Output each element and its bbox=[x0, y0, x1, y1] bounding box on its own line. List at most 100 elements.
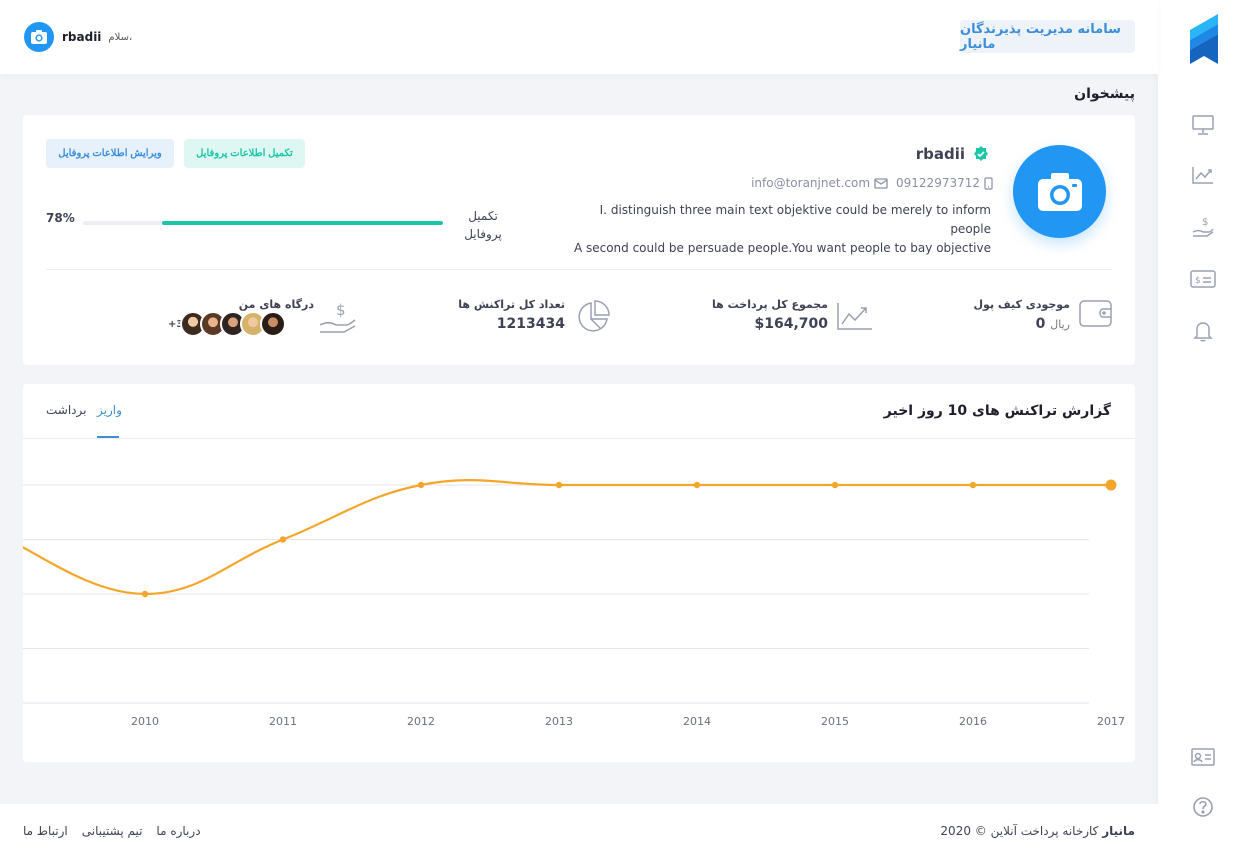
monitor-icon bbox=[1192, 115, 1214, 135]
data-point[interactable] bbox=[969, 481, 977, 489]
wallet-unit: ریال bbox=[1050, 318, 1070, 331]
bell-icon bbox=[1193, 322, 1213, 342]
user-menu[interactable]: rbadii سلام، bbox=[24, 22, 132, 52]
envelope-icon bbox=[874, 177, 888, 189]
profile-progress-bar bbox=[83, 221, 443, 225]
footer-brand: مانیار bbox=[1102, 824, 1135, 838]
stat-total-payments: مجموع کل پرداخت ها $164,700 bbox=[712, 298, 873, 338]
footer-tagline: کارخانه پرداخت آنلاین bbox=[990, 824, 1099, 838]
profile-name: rbadii bbox=[915, 145, 965, 163]
tab-active-indicator bbox=[97, 436, 119, 438]
camera-icon bbox=[31, 30, 47, 44]
gateways-more[interactable]: +3 bbox=[168, 318, 184, 330]
x-tick-label: 2012 bbox=[407, 715, 435, 728]
line-chart: 2010 2011 2012 2013 2014 2015 2016 2017 bbox=[23, 479, 1125, 728]
wallet-label: موجودی کیف پول bbox=[973, 298, 1070, 311]
footer-link-contact[interactable]: ارتباط ما bbox=[23, 824, 68, 838]
x-tick-label: 2016 bbox=[959, 715, 987, 728]
x-tick-label: 2015 bbox=[821, 715, 849, 728]
footer: 2020 © مانیار کارخانه پرداخت آنلاین دربا… bbox=[0, 804, 1158, 859]
wallet-value-row: 0 ریال bbox=[1036, 316, 1070, 332]
profile-email[interactable]: info@toranjnet.com bbox=[751, 176, 871, 190]
profile-phone[interactable]: 09122973712 bbox=[896, 176, 980, 190]
total-payments-label: مجموع کل پرداخت ها bbox=[712, 298, 828, 311]
svg-text:$: $ bbox=[1195, 276, 1201, 286]
copyright-year: 2020 bbox=[940, 824, 971, 838]
complete-profile-button[interactable]: تکمیل اطلاعات پروفایل bbox=[184, 139, 305, 168]
gateway-avatars[interactable]: +3 bbox=[168, 311, 287, 337]
profile-bio: I. distinguish three main text objektive… bbox=[563, 201, 991, 258]
profile-card: rbadii info@toranjnet.com 09122973712 I.… bbox=[23, 115, 1135, 365]
sidebar-item-help[interactable] bbox=[1188, 792, 1218, 822]
stat-transactions: تعداد کل تراکنش ها 1213434 bbox=[458, 298, 613, 338]
sidebar: $ $ bbox=[1158, 0, 1250, 859]
x-tick-label: 2013 bbox=[545, 715, 573, 728]
tab-deposit[interactable]: واریز bbox=[97, 403, 122, 417]
card-icon: $ bbox=[1190, 270, 1216, 288]
data-point[interactable] bbox=[693, 481, 701, 489]
avatar[interactable] bbox=[24, 22, 54, 52]
phone-icon bbox=[984, 176, 993, 190]
x-tick-label: 2010 bbox=[131, 715, 159, 728]
gateways-label: درگاه های من bbox=[238, 298, 314, 311]
money-hand-icon: $ bbox=[1192, 217, 1214, 237]
chart-title: گزارش تراکنش های 10 روز اخیر bbox=[883, 403, 1111, 419]
svg-text:$: $ bbox=[336, 301, 346, 319]
progress-fill bbox=[162, 221, 443, 225]
header-username: rbadii bbox=[62, 30, 102, 44]
chart-up-icon bbox=[837, 303, 872, 330]
divider bbox=[23, 438, 1135, 439]
x-tick-label: 2014 bbox=[683, 715, 711, 728]
progress-label: تکمیل پروفایل bbox=[464, 209, 502, 241]
sidebar-item-cards[interactable]: $ bbox=[1188, 264, 1218, 294]
chart-up-icon bbox=[1192, 167, 1213, 184]
footer-link-about[interactable]: درباره ما bbox=[156, 824, 201, 838]
page-title: پیشخوان bbox=[1074, 86, 1135, 102]
logo-icon[interactable] bbox=[1186, 10, 1222, 64]
footer-link-support[interactable]: تیم پشتیبانی bbox=[81, 824, 143, 838]
bio-line: A second could be persuade people.You wa… bbox=[573, 241, 991, 255]
sidebar-item-dashboard[interactable] bbox=[1188, 110, 1218, 140]
divider bbox=[46, 269, 1112, 270]
data-point[interactable] bbox=[1105, 479, 1117, 491]
profile-name-row: rbadii bbox=[843, 145, 989, 163]
svg-text:$: $ bbox=[1202, 217, 1208, 228]
copyright: 2020 © مانیار کارخانه پرداخت آنلاین bbox=[940, 824, 1135, 838]
data-point[interactable] bbox=[279, 536, 287, 543]
data-point[interactable] bbox=[417, 481, 425, 489]
avatar[interactable] bbox=[260, 311, 287, 337]
chart-card: گزارش تراکنش های 10 روز اخیر واریز برداش… bbox=[23, 384, 1135, 762]
x-tick-label: 2011 bbox=[269, 715, 297, 728]
sidebar-item-payments[interactable]: $ bbox=[1188, 212, 1218, 242]
transactions-value: 1213434 bbox=[496, 316, 565, 332]
stat-gateways: $ درگاه های من bbox=[183, 298, 363, 338]
stat-wallet: موجودی کیف پول 0 ریال bbox=[974, 298, 1113, 338]
brand-button[interactable]: سامانه مدیریت پذیرندگان مانیار bbox=[960, 20, 1135, 53]
profile-avatar[interactable] bbox=[1013, 145, 1106, 238]
total-payments-value: $164,700 bbox=[754, 316, 828, 332]
sidebar-item-notifications[interactable] bbox=[1188, 316, 1218, 346]
sidebar-item-reports[interactable] bbox=[1188, 160, 1218, 190]
header-greeting: سلام، bbox=[108, 31, 133, 43]
data-point[interactable] bbox=[831, 481, 839, 489]
data-point[interactable] bbox=[141, 590, 149, 598]
verified-icon bbox=[974, 146, 988, 161]
x-tick-label: 2017 bbox=[1097, 715, 1125, 728]
top-header: سامانه مدیریت پذیرندگان مانیار rbadii سل… bbox=[0, 0, 1158, 74]
transactions-label: تعداد کل تراکنش ها bbox=[458, 298, 565, 311]
money-hand-icon: $ bbox=[319, 301, 356, 333]
sidebar-item-profile[interactable] bbox=[1188, 742, 1218, 772]
tab-withdraw[interactable]: برداشت bbox=[46, 403, 87, 417]
data-point[interactable] bbox=[555, 481, 563, 489]
progress-percent: 78% bbox=[46, 211, 75, 225]
footer-links: درباره ما تیم پشتیبانی ارتباط ما bbox=[23, 824, 201, 838]
wallet-icon bbox=[1079, 300, 1112, 327]
id-card-icon bbox=[1191, 748, 1215, 766]
pie-chart-icon bbox=[578, 300, 610, 332]
bio-line: I. distinguish three main text objektive… bbox=[599, 203, 991, 236]
edit-profile-button[interactable]: ویرایش اطلاعات پروفایل bbox=[46, 139, 174, 168]
help-icon bbox=[1193, 797, 1213, 817]
series-line bbox=[23, 479, 1111, 596]
wallet-value: 0 bbox=[1035, 316, 1046, 332]
camera-icon bbox=[1037, 172, 1082, 211]
